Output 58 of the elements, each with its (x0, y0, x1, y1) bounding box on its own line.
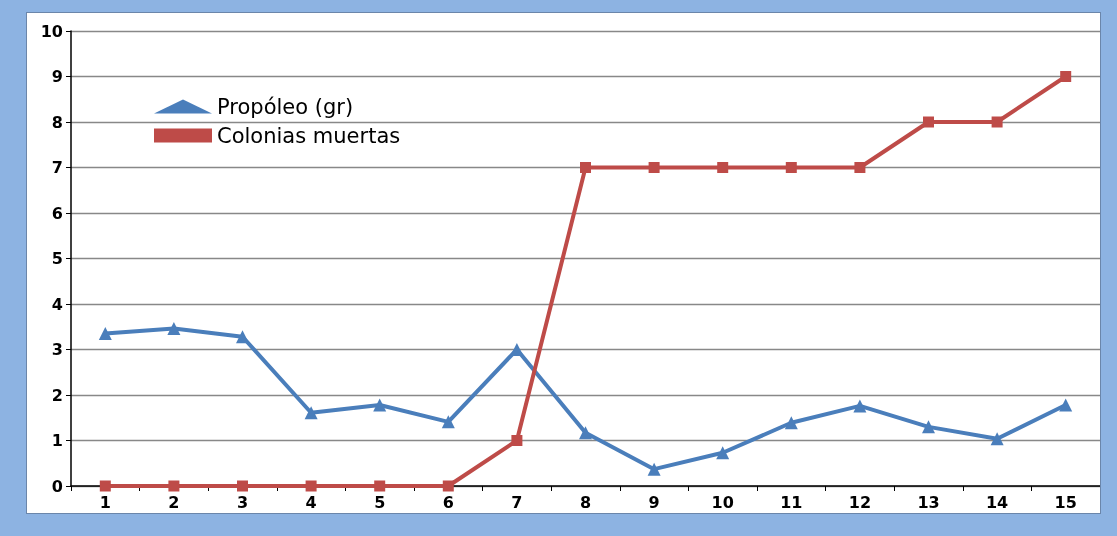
point (717, 162, 729, 173)
legend-label: Propóleo (gr) (217, 94, 354, 119)
point (1060, 71, 1072, 82)
y-tick-label: 4 (51, 294, 63, 314)
point (716, 446, 730, 460)
point (98, 327, 112, 341)
y-tick-label: 8 (51, 112, 63, 132)
x-tick-label: 10 (711, 492, 734, 512)
point (990, 432, 1004, 446)
point (442, 480, 454, 492)
x-tick-label: 15 (1054, 492, 1077, 512)
y-tick-label: 10 (40, 21, 63, 41)
point (304, 406, 318, 420)
x-tick-label: 1 (99, 492, 111, 512)
point (784, 416, 798, 430)
point (923, 116, 934, 128)
x-tick-label: 13 (917, 492, 940, 512)
x-tick-label: 2 (168, 492, 180, 512)
point (373, 398, 387, 412)
y-tick-label: 5 (51, 249, 63, 268)
point (648, 162, 660, 173)
y-tick-label: 9 (51, 67, 63, 86)
x-tick-label: 14 (985, 492, 1009, 512)
point (579, 426, 592, 440)
point (168, 480, 180, 492)
point (991, 116, 1003, 128)
point (922, 420, 935, 434)
point (854, 162, 866, 173)
x-tick-label: 3 (236, 492, 249, 512)
y-tick-label: 3 (51, 340, 63, 359)
y-tick-label: 1 (51, 431, 63, 450)
point (305, 480, 317, 492)
x-tick-label: 7 (511, 492, 523, 512)
point (647, 462, 661, 476)
point (1059, 398, 1073, 412)
point (511, 435, 523, 446)
point (441, 415, 455, 429)
point (374, 480, 386, 492)
x-tick-label: 6 (442, 492, 454, 512)
point (237, 480, 248, 492)
x-tick-label: 5 (374, 492, 386, 512)
x-tick-label: 4 (305, 492, 317, 512)
y-tick-label: 6 (51, 203, 63, 223)
point (236, 330, 249, 344)
point (853, 399, 867, 413)
x-tick-label: 11 (780, 492, 803, 512)
x-tick-label: 12 (848, 492, 872, 512)
point (580, 162, 591, 173)
point (510, 343, 524, 356)
x-tick-label: 8 (579, 492, 592, 512)
point (99, 480, 111, 492)
point (785, 162, 797, 173)
x-tick-label: 9 (648, 492, 660, 512)
y-tick-label: 7 (51, 158, 63, 177)
legend-label: Colonias muertas (217, 123, 401, 148)
y-tick-label: 2 (51, 385, 63, 405)
y-tick-label: 0 (51, 476, 63, 496)
point (167, 322, 181, 336)
